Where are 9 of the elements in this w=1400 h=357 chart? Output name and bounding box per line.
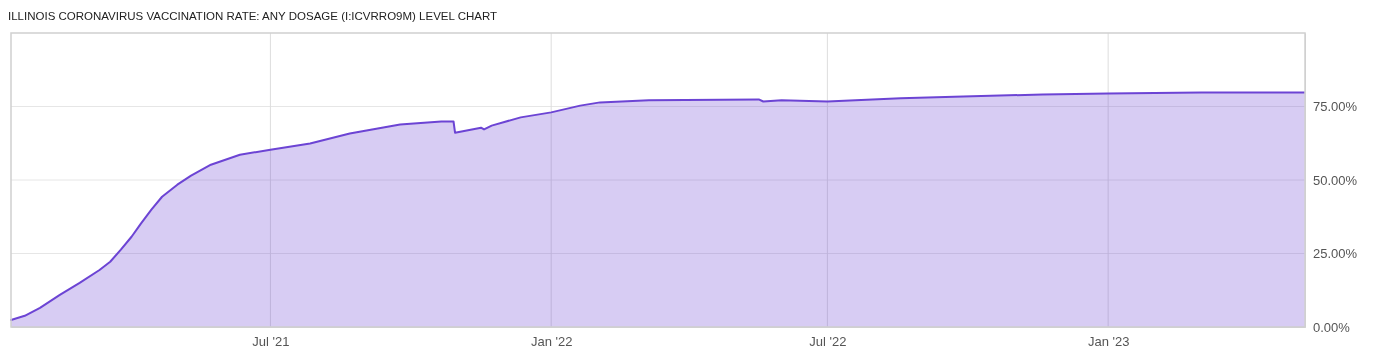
chart-title: ILLINOIS CORONAVIRUS VACCINATION RATE: ANY DOSAGE (I:ICVRRO9M) LEVEL CHART xyxy=(8,10,498,22)
y-tick-label: 0.00% xyxy=(1313,319,1351,335)
x-tick-label: Jan '22 xyxy=(530,334,573,350)
y-tick-label: 25.00% xyxy=(1313,246,1358,262)
y-tick-label: 50.00% xyxy=(1313,172,1358,188)
x-tick-label: Jul '22 xyxy=(809,334,847,350)
x-tick-label: Jan '23 xyxy=(1087,334,1130,350)
y-tick-label: 75.00% xyxy=(1313,99,1358,115)
x-tick-label: Jul '21 xyxy=(252,334,290,350)
